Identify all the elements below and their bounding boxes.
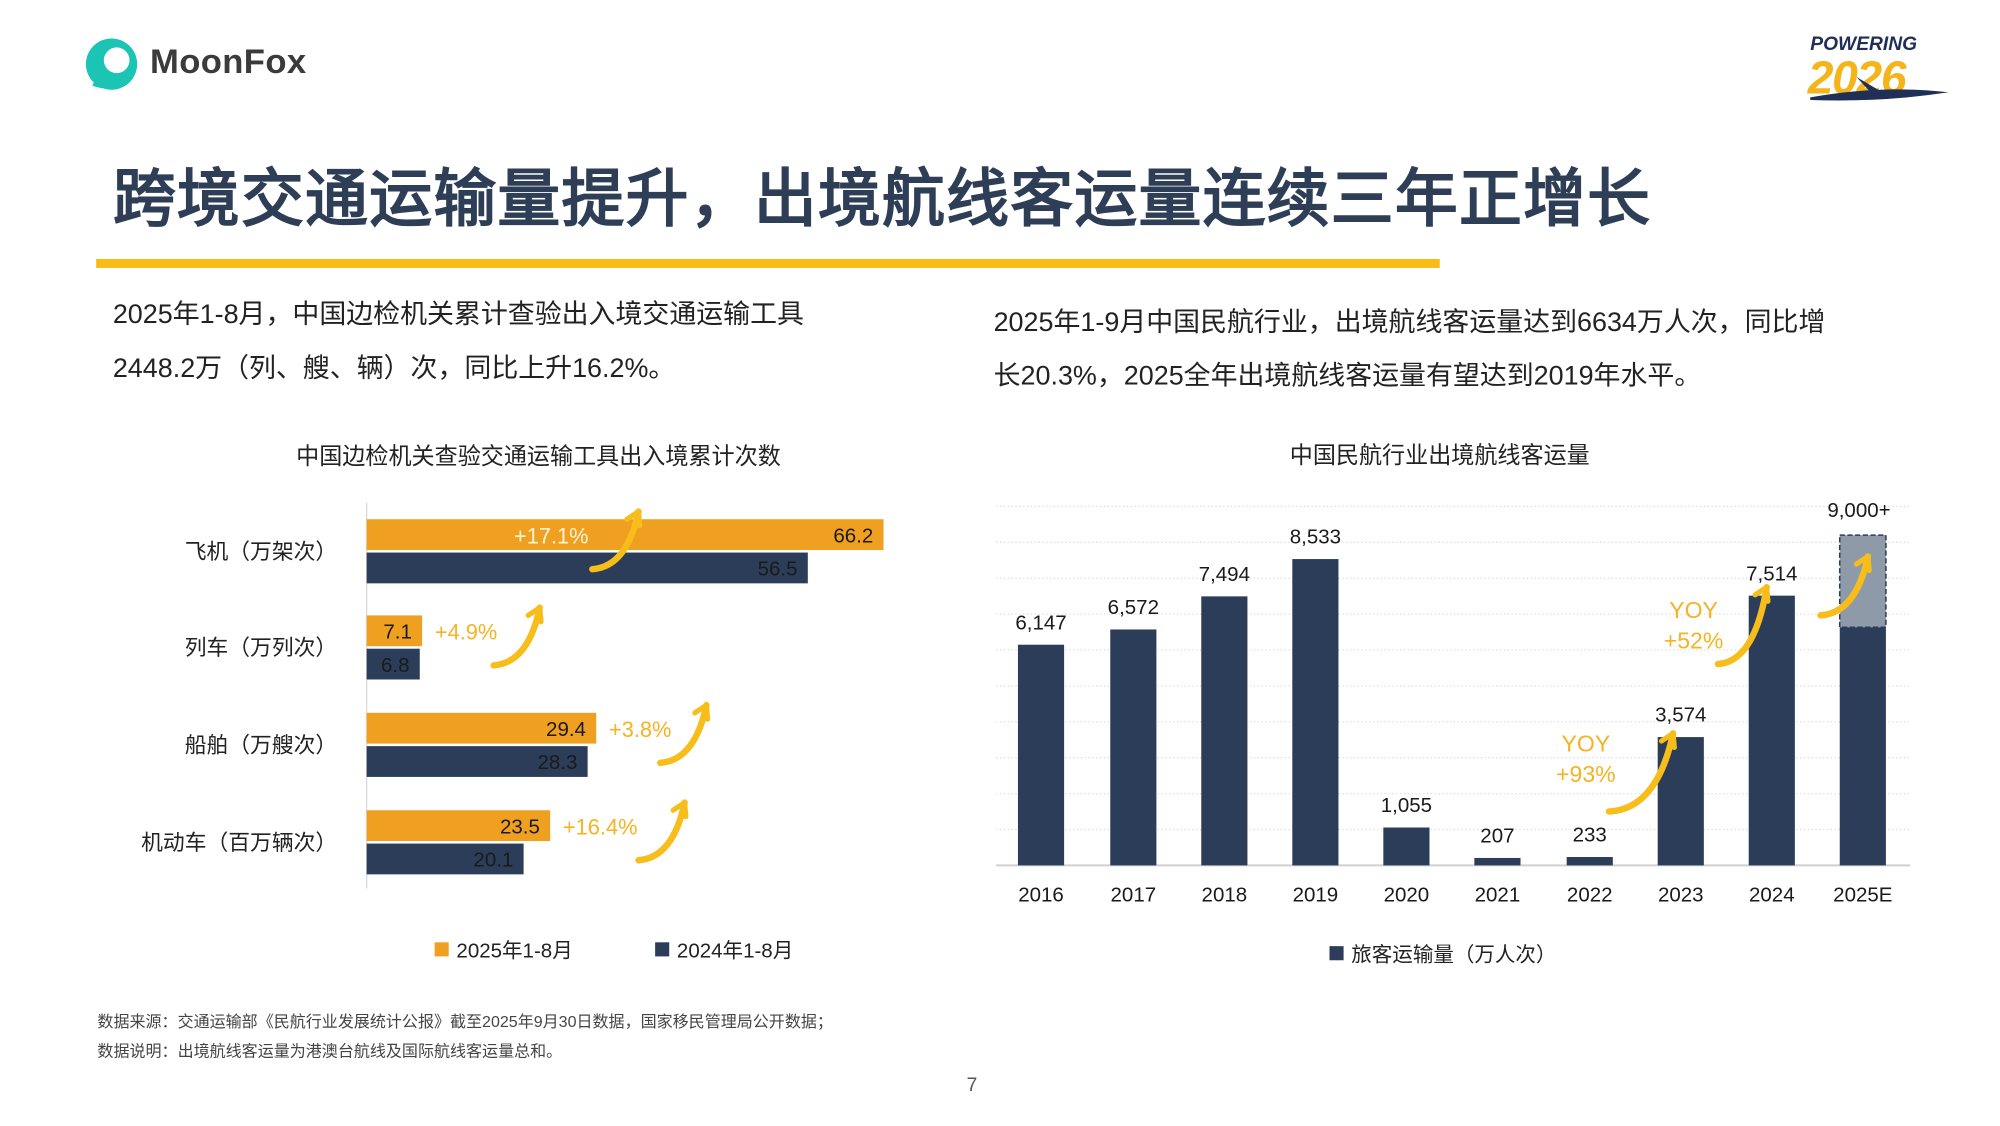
right-chart-title: 中国民航行业出境航线客运量 — [1289, 442, 1590, 468]
left-summary-line1: 2025年1-8月，中国边检机关累计查验出入境交通运输工具 — [112, 299, 804, 330]
passenger-bar — [1748, 595, 1795, 866]
yoy-label: YOY — [1562, 730, 1611, 756]
yoy-value: +93% — [1556, 761, 1616, 787]
passenger-bar — [1839, 627, 1886, 866]
legend-swatch-orange — [434, 941, 449, 956]
bar-value-label: 7.1 — [383, 620, 412, 643]
bar-value-label: 66.2 — [833, 524, 873, 547]
right-summary-line2: 长20.3%，2025全年出境航线客运量有望达到2019年水平。 — [993, 361, 1702, 392]
bar-value-label: 6,147 — [1015, 611, 1066, 634]
growth-arrow-icon-head — [525, 605, 544, 625]
x-tick-label: 2020 — [1384, 883, 1430, 906]
footnote-note: 数据说明：出境航线客运量为港澳台航线及国际航线客运量总和。 — [97, 1042, 563, 1061]
x-tick-label: 2018 — [1202, 883, 1248, 906]
legend-label: 2024年1-8月 — [676, 941, 794, 963]
growth-arrow-icon-head — [624, 508, 643, 529]
bar-2024 — [366, 746, 588, 777]
legend-2025: 2025年1-8月 — [434, 933, 573, 964]
yoy-arrow-icon — [1714, 583, 1770, 668]
passenger-bar — [1201, 596, 1248, 866]
growth-label: +3.8% — [609, 717, 671, 742]
passenger-bar — [1566, 857, 1613, 866]
bar-value-label: 56.5 — [758, 558, 798, 581]
yoy-value: +52% — [1664, 628, 1724, 654]
x-tick-label: 2022 — [1567, 883, 1613, 906]
growth-arrow-icon — [589, 508, 642, 573]
estimate-arrow-icon — [1817, 553, 1872, 619]
bar-2024 — [366, 648, 420, 680]
moonfox-logo-icon — [85, 38, 138, 90]
page-title: 跨境交通运输量提升，出境航线客运量连续三年正增长 — [112, 165, 1652, 235]
right-summary-line1: 2025年1-9月中国民航行业，出境航线客运量达到6634万人次，同比增 — [993, 307, 1826, 338]
bar-value-label: 6,572 — [1108, 596, 1159, 619]
airplane-icon — [1810, 76, 1949, 101]
footnote-source: 数据来源：交通运输部《民航行业发展统计公报》截至2025年9月30日数据，国家移… — [97, 1012, 833, 1031]
bar-2025 — [366, 810, 551, 842]
bar-value-label: 7,494 — [1199, 563, 1250, 586]
x-tick-label: 2021 — [1475, 883, 1521, 906]
right-summary: 2025年1-9月中国民航行业，出境航线客运量达到6634万人次，同比增 长20… — [994, 296, 1826, 404]
growth-arrow-icon — [657, 701, 710, 767]
x-tick-label: 2019 — [1293, 883, 1339, 906]
growth-label: +16.4% — [563, 815, 637, 840]
bar-value-label: 29.4 — [546, 718, 586, 741]
yoy-arrow-icon-head — [1658, 730, 1677, 750]
category-label: 飞机（万架次） — [185, 539, 337, 564]
legend-label: 旅客运输量（万人次） — [1351, 944, 1557, 967]
x-tick-label: 2025E — [1833, 883, 1892, 906]
category-label: 列车（万列次） — [185, 635, 337, 660]
title-underline — [96, 258, 1440, 268]
passenger-bar — [1292, 559, 1339, 866]
bar-2024 — [366, 552, 808, 584]
bar-value-label: 7,514 — [1746, 562, 1797, 585]
bar-value-label: 20.1 — [473, 849, 513, 872]
estimate-label: 9,000+ — [1827, 499, 1890, 522]
category-label: 机动车（百万辆次） — [141, 830, 337, 855]
bar-2024 — [366, 843, 524, 875]
yoy-arrow-icon — [1605, 730, 1677, 815]
growth-arrow-icon-head — [692, 702, 711, 722]
growth-label: +17.1% — [514, 524, 588, 549]
x-tick-label: 2023 — [1658, 883, 1704, 906]
yoy-label: YOY — [1669, 597, 1718, 623]
bar-value-label: 23.5 — [500, 815, 540, 838]
left-summary-line2: 2448.2万（列、艘、辆）次，同比上升16.2%。 — [112, 353, 676, 384]
legend-2024: 2024年1-8月 — [655, 933, 793, 964]
yoy-arrow-icon-head — [1752, 584, 1771, 604]
growth-arrow-icon — [635, 799, 688, 864]
left-summary: 2025年1-8月，中国边检机关累计查验出入境交通运输工具 2448.2万（列、… — [113, 288, 804, 396]
passenger-bar — [1383, 827, 1430, 866]
bar-value-label: 1,055 — [1381, 794, 1432, 817]
legend-swatch-navy — [655, 941, 670, 956]
brand-name: MoonFox — [149, 42, 307, 81]
estimate-arrow-icon-head — [1853, 553, 1872, 574]
bar-value-label: 28.3 — [537, 751, 577, 774]
x-tick-label: 2024 — [1749, 883, 1795, 906]
powering-2026-logo: POWERING 2026 — [1805, 33, 1954, 107]
growth-arrow-icon — [490, 604, 543, 669]
page-number: 7 — [966, 1074, 978, 1097]
growth-label: +4.9% — [435, 620, 497, 645]
x-tick-label: 2016 — [1018, 883, 1064, 906]
passenger-bar — [1474, 857, 1521, 866]
legend-label: 2025年1-8月 — [456, 941, 573, 963]
bar-value-label: 6.8 — [381, 654, 410, 677]
bar-value-label: 207 — [1480, 825, 1514, 848]
bar-2025 — [366, 712, 597, 744]
bar-value-label: 233 — [1573, 824, 1607, 847]
bar-value-label: 8,533 — [1290, 526, 1341, 549]
bar-2025 — [366, 615, 423, 647]
legend-passengers: 旅客运输量（万人次） — [1329, 937, 1556, 968]
badge-line1: POWERING — [1810, 33, 1918, 56]
bar-value-label: 3,574 — [1655, 704, 1706, 727]
growth-arrow-icon-head — [670, 799, 689, 820]
legend-swatch-navy — [1329, 945, 1344, 960]
passenger-bar — [1017, 644, 1065, 866]
left-chart-title: 中国边检机关查验交通运输工具出入境累计次数 — [296, 443, 781, 470]
category-label: 船舶（万艘次） — [185, 733, 337, 758]
passenger-bar — [1110, 629, 1157, 866]
x-tick-label: 2017 — [1111, 883, 1157, 906]
